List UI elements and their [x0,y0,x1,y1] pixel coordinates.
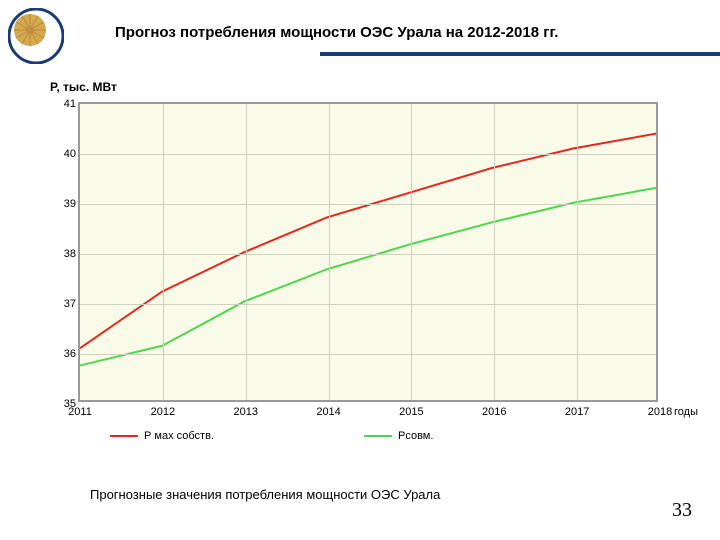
series-line [80,134,656,349]
page-title: Прогноз потребления мощности ОЭС Урала н… [115,24,558,41]
xtick-label: 2013 [233,406,257,418]
legend-item: Р мах собств. [110,430,214,442]
xtick-label: 2014 [316,406,340,418]
ytick-label: 40 [58,148,76,160]
ytick-label: 37 [58,298,76,310]
ytick-label: 36 [58,348,76,360]
ytick-label: 41 [58,98,76,110]
gridline-vertical [329,104,330,400]
title-underline [320,52,720,56]
gridline-vertical [246,104,247,400]
gridline-vertical [411,104,412,400]
xtick-label: 2018 [648,406,672,418]
chart-subtitle: Прогнозные значения потребления мощности… [90,487,440,502]
legend-item: Рсовм. [364,430,433,442]
xtick-label: 2017 [565,406,589,418]
gridline-vertical [577,104,578,400]
chart-lines-svg [80,104,656,400]
series-line [80,188,656,366]
legend-label: Рсовм. [398,430,433,442]
legend-swatch [110,435,138,437]
gridline-horizontal [80,254,656,255]
gridline-horizontal [80,154,656,155]
xtick-label: 2012 [151,406,175,418]
gridline-vertical [494,104,495,400]
chart-ylabel: Р, тыс. МВт [50,80,117,94]
legend-label: Р мах собств. [144,430,214,442]
gridline-horizontal [80,354,656,355]
chart-plot: годы 35363738394041201120122013201420152… [78,102,658,402]
brand-logo [8,8,64,64]
page-number: 33 [672,499,692,522]
legend-swatch [364,435,392,437]
xtick-label: 2015 [399,406,423,418]
gridline-vertical [163,104,164,400]
xtick-label: 2011 [68,406,92,418]
chart-xlabel: годы [674,406,698,418]
chart-legend: Р мах собств. Рсовм. [110,430,650,442]
ytick-label: 38 [58,248,76,260]
ytick-label: 39 [58,198,76,210]
xtick-label: 2016 [482,406,506,418]
gridline-horizontal [80,304,656,305]
chart-container: Р, тыс. МВт годы 35363738394041201120122… [50,80,670,460]
gridline-horizontal [80,204,656,205]
